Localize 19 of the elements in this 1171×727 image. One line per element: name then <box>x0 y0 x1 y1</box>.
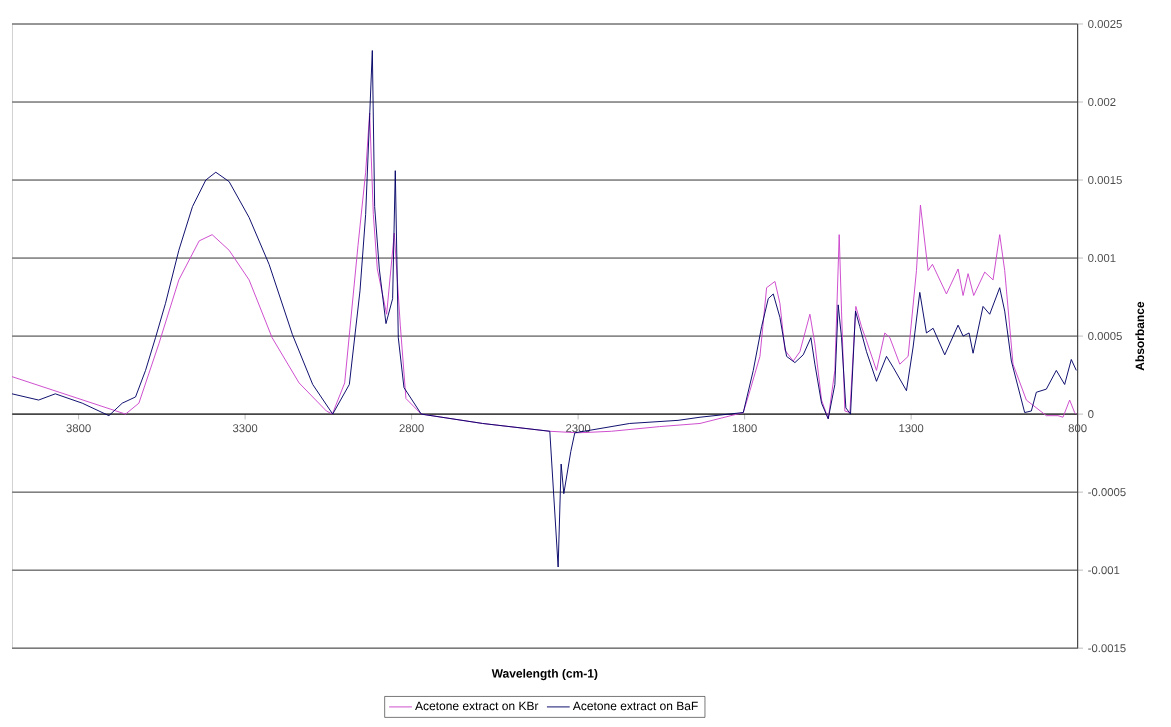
x-tick-label: 2300 <box>566 424 591 433</box>
y-tick-label: 0.001 <box>1088 254 1116 263</box>
y-tick-label: 0.0015 <box>1088 176 1122 185</box>
x-tick-label: 3300 <box>232 424 258 433</box>
y-tick-label: 0.0005 <box>1088 332 1122 341</box>
x-tick-label: 1800 <box>732 424 757 433</box>
y-axis-title: Absorbance <box>1135 301 1145 371</box>
y-tick-label: 0.002 <box>1088 98 1116 107</box>
y-tick-label: 0 <box>1088 410 1094 419</box>
x-tick-label: 1300 <box>899 424 924 433</box>
y-tick-label: -0.0015 <box>1088 644 1126 653</box>
x-tick-label: 3800 <box>66 424 91 433</box>
y-tick-label: 0.0025 <box>1088 20 1122 29</box>
y-tick-label: -0.001 <box>1088 566 1120 575</box>
x-axis-title: Wavelength (cm-1) <box>491 668 598 681</box>
legend-label: Acetone extract on BaF <box>572 701 698 711</box>
y-tick-label: -0.0005 <box>1088 488 1126 497</box>
x-tick-label: 2800 <box>399 424 424 433</box>
legend-label: Acetone extract on KBr <box>415 701 539 711</box>
